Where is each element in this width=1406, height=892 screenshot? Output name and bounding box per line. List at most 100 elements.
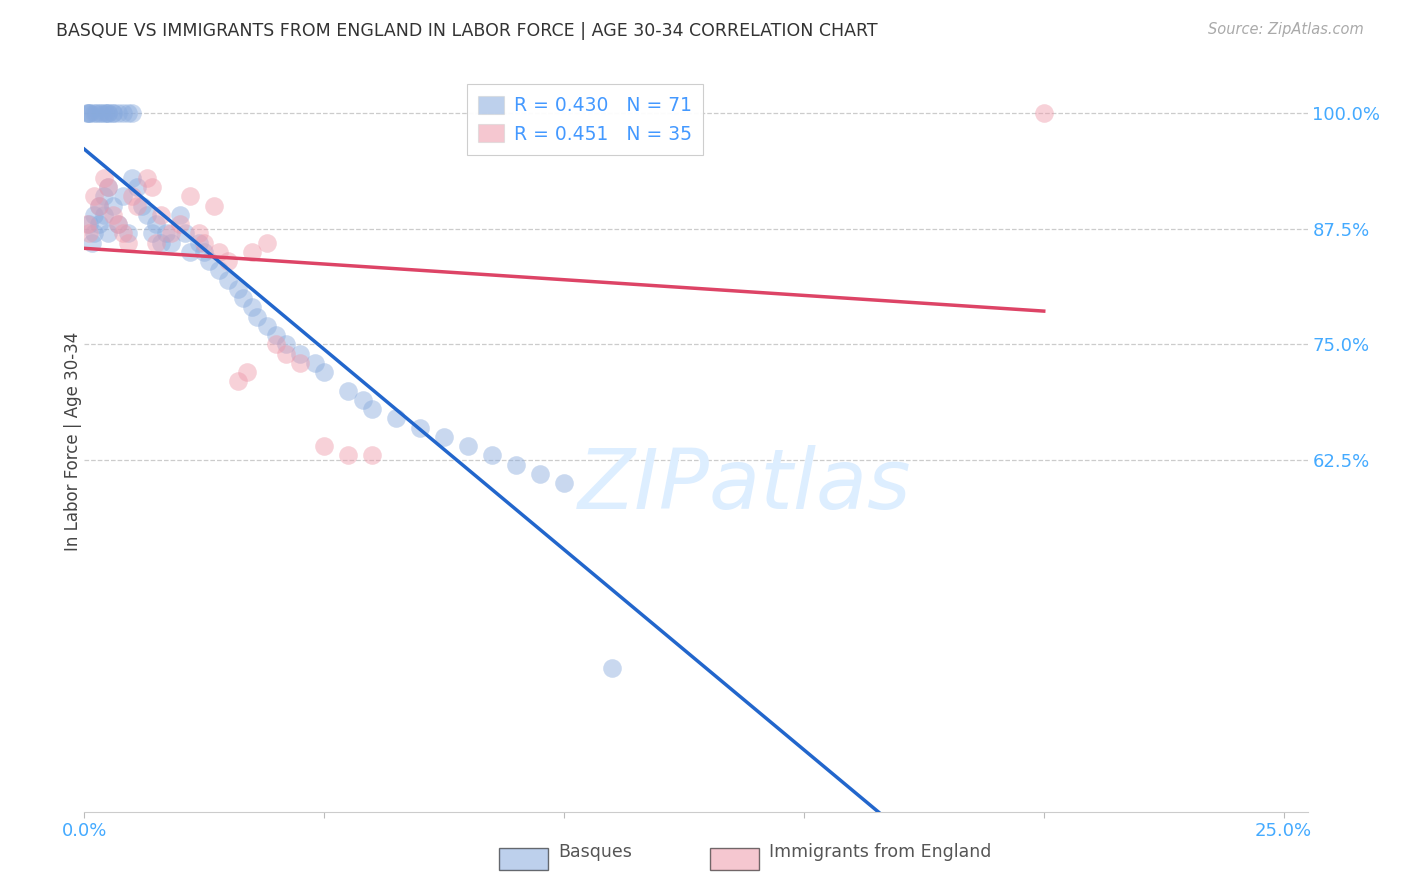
Point (141, 227, 163, 241)
Text: Basques: Basques (558, 843, 633, 861)
Point (193, 244, 215, 259)
Point (117, 106, 139, 120)
Point (87, 106, 110, 120)
Point (553, 476, 575, 491)
Point (240, 301, 263, 315)
Point (145, 235, 167, 250)
Text: BASQUE VS IMMIGRANTS FROM ENGLAND IN LABOR FORCE | AGE 30-34 CORRELATION CHART: BASQUE VS IMMIGRANTS FROM ENGLAND IN LAB… (56, 22, 877, 40)
Point (290, 346, 312, 360)
Point (159, 235, 181, 250)
Point (179, 244, 201, 259)
Point (79, 106, 101, 120)
Point (290, 356, 312, 370)
Point (150, 208, 173, 222)
Point (337, 449, 360, 463)
Point (107, 217, 129, 231)
Point (150, 235, 173, 250)
Point (188, 227, 211, 241)
Point (600, 661, 623, 675)
Point (304, 356, 326, 370)
Point (169, 217, 191, 231)
Point (97, 180, 120, 194)
Point (97, 227, 120, 241)
Point (101, 106, 124, 120)
Point (83, 227, 105, 241)
Text: Source: ZipAtlas.com: Source: ZipAtlas.com (1208, 22, 1364, 37)
Point (83, 208, 105, 222)
Point (174, 227, 197, 241)
Point (93, 208, 115, 222)
Point (135, 208, 157, 222)
Point (111, 227, 134, 241)
Point (193, 235, 215, 250)
Point (236, 365, 259, 379)
Point (77, 106, 100, 120)
Text: Immigrants from England: Immigrants from England (769, 843, 991, 861)
Point (76, 217, 98, 231)
Point (141, 180, 163, 194)
Point (101, 208, 124, 222)
Point (409, 420, 432, 434)
Point (93, 189, 115, 203)
Point (208, 263, 231, 277)
Text: ZIPatlas: ZIPatlas (578, 445, 911, 526)
Point (90, 106, 112, 120)
Point (1032, 106, 1054, 120)
Point (117, 227, 139, 241)
Point (240, 244, 263, 259)
Point (121, 106, 143, 120)
Point (127, 198, 149, 212)
Point (217, 272, 239, 286)
Point (93, 106, 115, 120)
Point (83, 106, 105, 120)
Point (202, 198, 225, 212)
Point (529, 467, 551, 481)
Point (208, 244, 231, 259)
Point (155, 227, 177, 241)
Point (121, 189, 143, 203)
Point (87, 217, 110, 231)
Point (314, 439, 336, 453)
Point (179, 189, 201, 203)
Point (385, 411, 408, 425)
Point (457, 439, 479, 453)
Point (352, 392, 374, 407)
Point (77, 106, 100, 120)
Point (256, 235, 278, 250)
Point (232, 291, 254, 305)
Point (107, 106, 129, 120)
Point (131, 198, 153, 212)
Point (87, 198, 110, 212)
Point (198, 254, 221, 268)
Point (433, 430, 456, 444)
Point (159, 227, 181, 241)
Point (93, 170, 115, 185)
Point (97, 180, 120, 194)
Point (264, 328, 287, 343)
Point (217, 254, 239, 268)
Point (274, 337, 297, 351)
Point (274, 346, 297, 360)
Y-axis label: In Labor Force | Age 30-34: In Labor Force | Age 30-34 (65, 332, 82, 551)
Point (246, 310, 269, 324)
Legend: R = 0.430   N = 71, R = 0.451   N = 35: R = 0.430 N = 71, R = 0.451 N = 35 (467, 85, 703, 155)
Point (107, 217, 129, 231)
Point (97, 106, 120, 120)
Point (87, 198, 110, 212)
Point (86, 106, 108, 120)
Point (145, 217, 167, 231)
Point (226, 282, 249, 296)
Point (264, 337, 287, 351)
Point (256, 318, 278, 333)
Point (337, 384, 360, 398)
Point (226, 375, 249, 389)
Point (94, 106, 117, 120)
Point (83, 189, 105, 203)
Point (97, 106, 120, 120)
Point (121, 170, 143, 185)
Point (314, 365, 336, 379)
Point (361, 402, 384, 417)
Point (117, 235, 139, 250)
Point (111, 106, 134, 120)
Point (188, 235, 211, 250)
